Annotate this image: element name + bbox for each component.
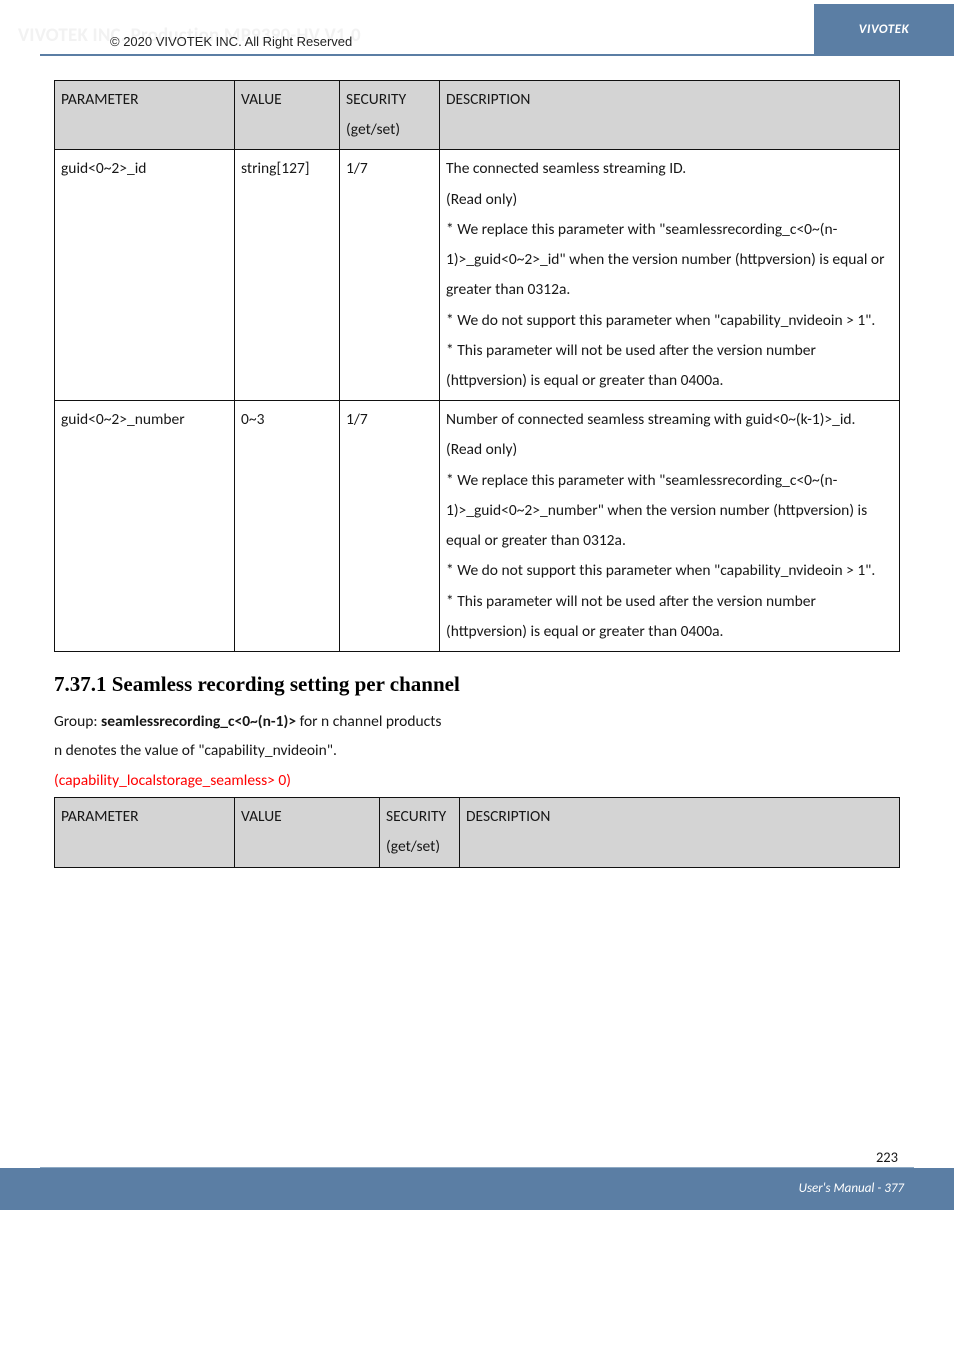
group-suffix: for n channel products xyxy=(296,712,441,731)
page-number: 223 xyxy=(876,1148,898,1166)
page-content: PARAMETER VALUE SECURITY (get/set) DESCR… xyxy=(0,66,954,868)
col-parameter: PARAMETER xyxy=(55,798,235,867)
copyright-text: © 2020 VIVOTEK INC. All Right Reserved xyxy=(110,34,814,49)
capability-line: (capability_localstorage_seamless> 0) xyxy=(54,766,900,795)
security-label: SECURITY xyxy=(386,807,446,826)
cell-desc: Number of connected seamless streaming w… xyxy=(440,401,900,652)
group-line: Group: seamlessrecording_c<0~(n-1)> for … xyxy=(54,707,900,736)
section-heading: 7.37.1 Seamless recording setting per ch… xyxy=(54,672,900,697)
cell-param: guid<0~2>_id xyxy=(55,150,235,401)
col-security: SECURITY (get/set) xyxy=(340,81,440,150)
page-footer: 223 User's Manual - 377 xyxy=(0,1148,954,1210)
col-security: SECURITY (get/set) xyxy=(380,798,460,867)
table-row: guid<0~2>_id string[127] 1/7 The connect… xyxy=(55,150,900,401)
parameter-table-secondary: PARAMETER VALUE SECURITY (get/set) DESCR… xyxy=(54,797,900,867)
table-header-row: PARAMETER VALUE SECURITY (get/set) DESCR… xyxy=(55,798,900,867)
col-description: DESCRIPTION xyxy=(460,798,900,867)
security-sublabel: (get/set) xyxy=(386,837,440,856)
note-line: n denotes the value of "capability_nvide… xyxy=(54,736,900,765)
cell-value: 0~3 xyxy=(235,401,340,652)
group-prefix: Group: xyxy=(54,712,101,731)
page-header: © 2020 VIVOTEK INC. All Right Reserved V… xyxy=(0,0,954,60)
cell-value: string[127] xyxy=(235,150,340,401)
security-label: SECURITY xyxy=(346,90,406,109)
col-description: DESCRIPTION xyxy=(440,81,900,150)
security-sublabel: (get/set) xyxy=(346,120,400,139)
parameter-table-main: PARAMETER VALUE SECURITY (get/set) DESCR… xyxy=(54,80,900,652)
cell-security: 1/7 xyxy=(340,150,440,401)
manual-page-label: User's Manual - 377 xyxy=(799,1181,904,1196)
cell-param: guid<0~2>_number xyxy=(55,401,235,652)
group-name: seamlessrecording_c<0~(n-1)> xyxy=(101,712,296,731)
table-row: guid<0~2>_number 0~3 1/7 Number of conne… xyxy=(55,401,900,652)
cell-security: 1/7 xyxy=(340,401,440,652)
col-parameter: PARAMETER xyxy=(55,81,235,150)
cell-desc: The connected seamless streaming ID. (Re… xyxy=(440,150,900,401)
header-brand-band: VIVOTEK xyxy=(814,4,954,54)
footer-band: User's Manual - 377 xyxy=(0,1168,954,1210)
col-value: VALUE xyxy=(235,81,340,150)
brand-label: VIVOTEK xyxy=(859,22,909,37)
table-header-row: PARAMETER VALUE SECURITY (get/set) DESCR… xyxy=(55,81,900,150)
header-divider xyxy=(40,54,954,56)
col-value: VALUE xyxy=(235,798,380,867)
